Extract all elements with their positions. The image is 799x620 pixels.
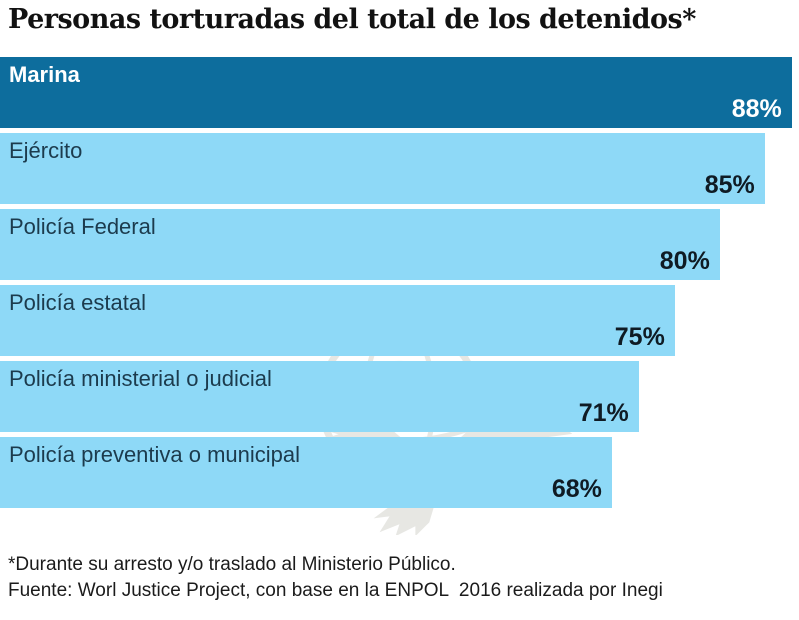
source-text: Fuente: Worl Justice Project, con base e… [8,580,663,601]
bar-category-label: Policía Federal [9,214,156,239]
bar-category-label: Ejército [9,138,83,163]
bar-value-label: 88% [731,95,782,123]
bar-value-label: 80% [659,247,710,275]
bar-policia-estatal: Policía estatal 75% [0,285,675,356]
bar-policia-ministerial-o-judicial: Policía ministerial o judicial 71% [0,361,639,432]
bar-policia-preventiva-o-municipal: Policía preventiva o municipal 68% [0,437,612,508]
chart-title: Personas torturadas del total de los det… [8,4,696,35]
bar-policia-federal: Policía Federal 80% [0,209,720,280]
bar-ejercito: Ejército 85% [0,133,765,204]
bar-value-label: 68% [551,475,602,503]
bar-chart: Marina 88% Ejército 85% Policía Federal 80% Po… [0,57,799,508]
bar-marina: Marina 88% [0,57,792,128]
bar-category-label: Policía preventiva o municipal [9,442,301,467]
bar-value-label: 85% [704,171,755,199]
bar-category-label: Marina [9,62,80,87]
footnote-text: *Durante su arresto y/o traslado al Mini… [8,554,456,575]
bar-category-label: Policía ministerial o judicial [9,366,272,391]
chart-footer: *Durante su arresto y/o traslado al Mini… [8,552,663,604]
bar-value-label: 71% [578,399,629,427]
bar-value-label: 75% [614,323,665,351]
bar-category-label: Policía estatal [9,290,146,315]
